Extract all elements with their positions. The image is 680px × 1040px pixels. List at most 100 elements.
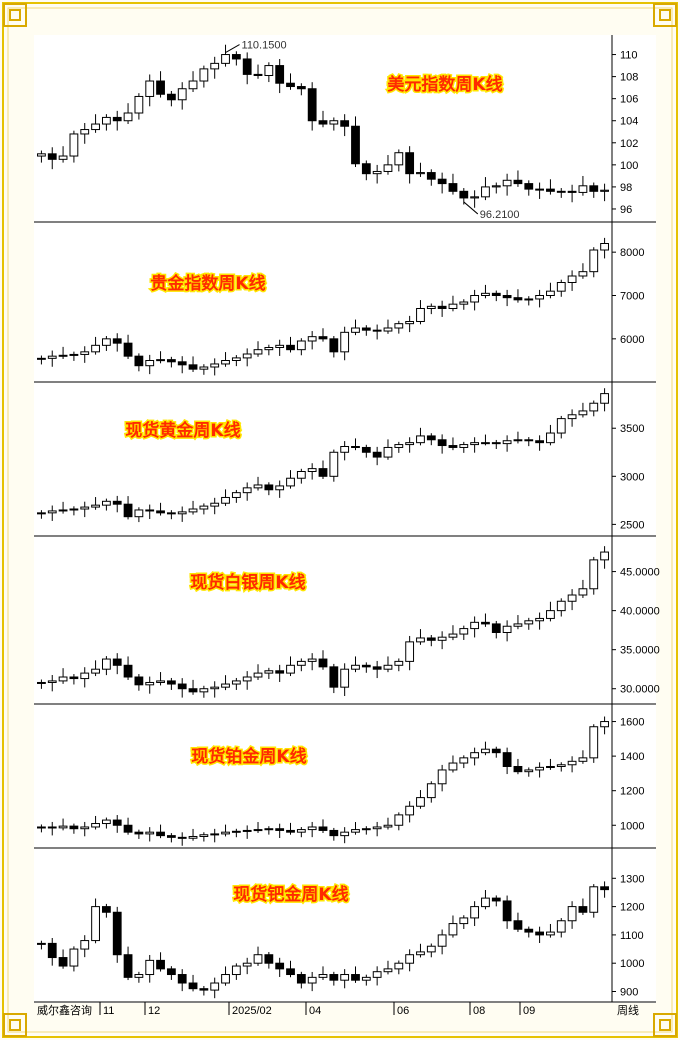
y-tick-label: 96 xyxy=(620,204,632,216)
candle xyxy=(546,179,555,195)
candle xyxy=(459,915,469,929)
y-tick-label: 110 xyxy=(620,50,638,62)
candle xyxy=(210,358,220,376)
candle xyxy=(513,431,523,444)
candle xyxy=(221,489,230,506)
plot-background xyxy=(34,35,656,1003)
candle xyxy=(372,446,382,466)
candle xyxy=(372,164,382,184)
candle xyxy=(275,823,285,839)
candle xyxy=(383,319,393,334)
candle xyxy=(329,449,339,482)
candle xyxy=(37,824,46,833)
candle xyxy=(426,781,436,803)
candle xyxy=(286,73,295,90)
candle xyxy=(145,504,155,520)
chart-panel: 900 1000 1100 1200 1300 现货钯金周K线 xyxy=(37,873,644,999)
candle xyxy=(112,815,122,833)
panel-title: 现货钯金周K线 xyxy=(233,884,348,905)
candle xyxy=(166,677,176,690)
y-tick-label: 7000 xyxy=(620,291,644,303)
candle xyxy=(405,801,415,823)
candle xyxy=(556,188,566,198)
candle xyxy=(91,114,100,133)
candle xyxy=(91,336,100,355)
candle xyxy=(166,833,176,843)
candle xyxy=(231,828,241,838)
candle xyxy=(426,943,436,958)
candle xyxy=(145,954,155,983)
candle xyxy=(340,663,350,697)
candle xyxy=(296,658,306,672)
panel-title: 贵金指数周K线 xyxy=(150,273,265,294)
candle xyxy=(556,415,566,439)
candle xyxy=(351,656,360,673)
candle xyxy=(80,122,90,144)
candle xyxy=(156,952,165,972)
period-label: 周线 xyxy=(617,1003,639,1017)
candle xyxy=(329,971,339,986)
candle xyxy=(242,671,252,690)
candle xyxy=(394,320,404,334)
candle xyxy=(101,114,111,131)
candle xyxy=(253,341,263,357)
candle xyxy=(112,906,122,963)
candle xyxy=(307,971,317,992)
candle xyxy=(372,324,382,340)
candle xyxy=(242,825,252,839)
candle xyxy=(459,299,469,310)
candle xyxy=(491,746,501,758)
candle xyxy=(58,949,68,969)
corner-ornament-icon xyxy=(653,3,677,27)
y-tick-label: 104 xyxy=(620,116,638,128)
candle xyxy=(242,52,252,85)
y-tick-label: 3000 xyxy=(620,471,644,483)
corner-ornament-icon xyxy=(3,3,27,27)
candle xyxy=(286,822,295,835)
candle xyxy=(69,351,79,361)
candle xyxy=(535,612,545,630)
candle xyxy=(502,895,512,929)
candle xyxy=(199,985,209,996)
candle xyxy=(91,660,100,677)
candle xyxy=(80,346,90,363)
candle xyxy=(156,71,165,98)
candle xyxy=(199,503,209,515)
candle xyxy=(318,650,328,670)
x-tick-label: 08 xyxy=(473,1005,485,1017)
y-tick-label: 2500 xyxy=(620,519,644,531)
candle xyxy=(481,284,490,299)
candle xyxy=(437,434,447,454)
candle xyxy=(567,901,577,929)
candle xyxy=(502,747,512,775)
candle xyxy=(264,667,274,680)
candle xyxy=(524,926,534,938)
candle xyxy=(58,346,68,359)
candle xyxy=(437,172,447,194)
candle xyxy=(242,348,252,367)
candle xyxy=(47,350,57,367)
candle xyxy=(112,333,122,352)
candle xyxy=(264,482,274,496)
candle xyxy=(101,336,111,351)
candle xyxy=(80,821,90,837)
corner-ornament-icon xyxy=(653,1013,677,1037)
candle xyxy=(112,653,122,675)
candle xyxy=(535,289,545,308)
candle xyxy=(372,660,382,679)
candle xyxy=(416,427,425,446)
candle xyxy=(112,110,122,131)
candle xyxy=(481,890,490,910)
y-tick-label: 98 xyxy=(620,182,632,194)
candle xyxy=(361,826,371,835)
candle xyxy=(199,685,209,698)
candle xyxy=(296,83,306,96)
candle xyxy=(296,827,306,838)
candle xyxy=(156,824,165,839)
candle xyxy=(383,656,393,673)
candle xyxy=(589,884,599,918)
y-tick-label: 1000 xyxy=(620,820,644,832)
chart-panel: 6000 7000 8000 贵金指数周K线 xyxy=(37,237,644,376)
candle xyxy=(307,82,317,131)
candle xyxy=(210,497,220,515)
